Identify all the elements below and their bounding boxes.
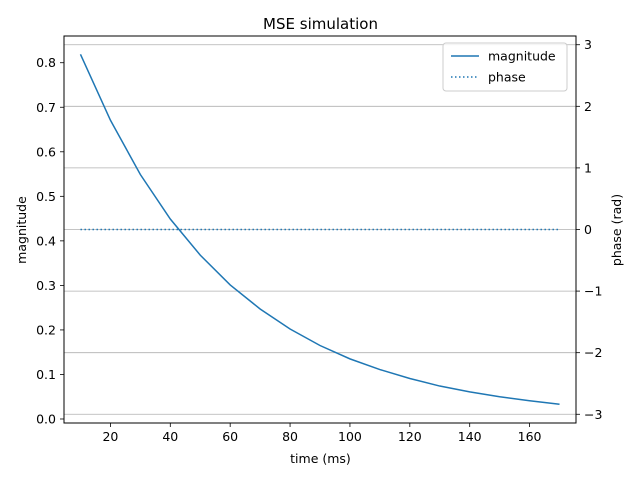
x-tick-label: 80	[282, 429, 298, 444]
series-layer	[79, 53, 560, 406]
y-tick-label: 0.6	[36, 144, 56, 159]
y-axis-label: magnitude	[14, 196, 29, 264]
y-tick-label: 0.7	[36, 100, 56, 115]
x-axis: 20 40 60 80 100 120 140 160	[102, 423, 542, 444]
y2-tick-label: 3	[584, 37, 592, 52]
y-tick-label: 0.4	[36, 233, 56, 248]
y2-tick-label: −3	[584, 407, 602, 422]
x-tick-label: 60	[222, 429, 238, 444]
series-line-magnitude	[79, 53, 560, 406]
y2-tick-label: 1	[584, 160, 592, 175]
x-tick-label: 40	[162, 429, 178, 444]
y-axis-right: −3 −2 −1 0 1 2 3	[576, 37, 602, 422]
y2-tick-label: 2	[584, 99, 592, 114]
y-tick-label: 0.8	[36, 55, 56, 70]
y2-tick-label: −2	[584, 345, 602, 360]
y2-tick-label: 0	[584, 222, 592, 237]
legend-label-phase: phase	[488, 70, 526, 85]
y-tick-label: 0.5	[36, 189, 56, 204]
y-axis-left: 0.0 0.1 0.2 0.3 0.4 0.5 0.6 0.7 0.8	[36, 55, 64, 426]
chart-title: MSE simulation	[263, 15, 378, 33]
y-tick-label: 0.1	[36, 367, 56, 382]
y-tick-label: 0.0	[36, 411, 56, 426]
x-tick-label: 100	[338, 429, 362, 444]
legend-box	[442, 42, 568, 92]
y-tick-label: 0.2	[36, 322, 56, 337]
x-tick-label: 20	[102, 429, 118, 444]
legend: magnitude phase	[442, 42, 568, 92]
y2-tick-label: −1	[584, 284, 602, 299]
x-tick-label: 120	[398, 429, 422, 444]
x-tick-label: 160	[518, 429, 542, 444]
y2-axis-label: phase (rad)	[609, 194, 624, 266]
y-tick-label: 0.3	[36, 278, 56, 293]
legend-label-magnitude: magnitude	[488, 49, 556, 64]
x-tick-label: 140	[458, 429, 482, 444]
x-axis-label: time (ms)	[290, 451, 351, 466]
